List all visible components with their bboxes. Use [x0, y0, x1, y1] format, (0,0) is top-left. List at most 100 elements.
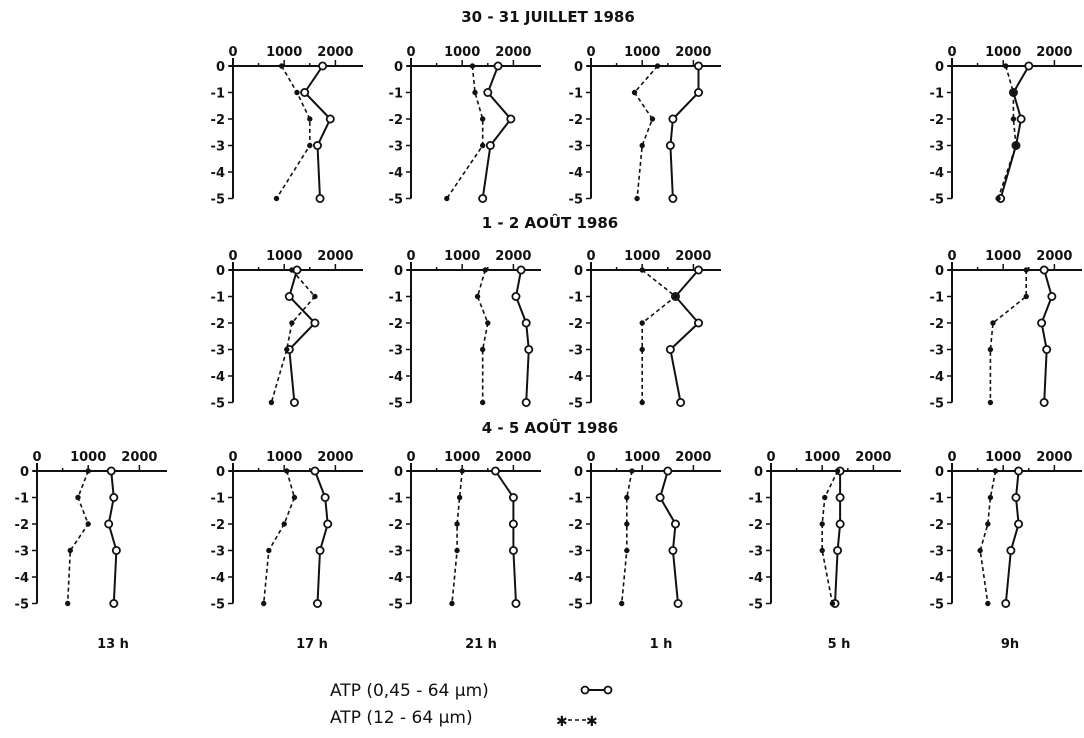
profile-panel: 0 1000 2000 0 -1 -2 -3 -4 -5	[211, 450, 363, 613]
depth-tick-label: -5	[930, 193, 944, 208]
point-large	[312, 293, 318, 300]
point-large	[479, 399, 486, 406]
series-line-total	[313, 470, 329, 604]
x-tick-label: 0	[406, 45, 415, 60]
x-tick-label: 0	[947, 450, 956, 465]
point-large	[281, 521, 287, 527]
point-total	[694, 61, 704, 71]
depth-tick-label: -2	[389, 317, 403, 332]
x-tick-label: 0	[406, 450, 415, 465]
profile-panel: 0 1000 2000 0 -1 -2 -3 -4 -5	[930, 45, 1082, 208]
point-total	[833, 546, 843, 556]
panel-grid: 0 1000 2000 0 -1 -2 -3 -4 -5 0 1000 2000 0 -1 -2 -3 -4 -5…	[15, 45, 1082, 613]
point-large	[829, 600, 836, 607]
point-large	[639, 399, 645, 406]
point-large	[639, 320, 645, 326]
depth-tick-label: -1	[569, 492, 583, 507]
depth-tick-label: 0	[394, 465, 403, 480]
series-line-total	[514, 269, 530, 403]
point-total	[315, 193, 325, 203]
series-line-total	[494, 470, 517, 604]
point-large	[619, 600, 625, 607]
point-large	[284, 346, 290, 353]
depth-tick-label: -2	[15, 518, 29, 533]
depth-tick-label: -1	[389, 87, 403, 102]
point-total	[1016, 114, 1026, 124]
depth-tick-label: 0	[935, 465, 944, 480]
x-tick-label: 2000	[1036, 45, 1072, 60]
point-total	[1039, 397, 1049, 407]
point-total	[1042, 344, 1052, 354]
profile-panel: 0 1000 2000 0 -1 -2 -3 -4 -5	[389, 450, 541, 613]
point-total	[668, 546, 678, 556]
x-tick-label: 2000	[121, 450, 157, 465]
point-large	[1010, 116, 1017, 122]
section-title-2: 1 - 2 AOÛT 1986	[482, 213, 619, 232]
depth-tick-label: -2	[211, 317, 225, 332]
x-tick-label: 0	[32, 450, 41, 465]
depth-tick-label: -3	[211, 545, 225, 560]
x-tick-label: 2000	[317, 249, 353, 264]
depth-tick-label: -3	[389, 545, 403, 560]
point-total	[670, 519, 680, 529]
x-tick-label: 1000	[266, 249, 302, 264]
point-large	[289, 320, 295, 326]
point-large	[1003, 63, 1009, 69]
point-large	[634, 195, 640, 202]
x-tick-label: 0	[406, 249, 415, 264]
svg-text:✱: ✱	[586, 714, 598, 730]
profile-panel: 0 1000 2000 0 -1 -2 -3 -4 -5	[211, 249, 363, 412]
point-total	[485, 140, 495, 150]
x-tick-label: 2000	[495, 249, 531, 264]
point-total	[310, 318, 320, 328]
depth-tick-label: -3	[930, 140, 944, 155]
depth-tick-label: -5	[211, 598, 225, 613]
x-tick-label: 1000	[266, 450, 302, 465]
point-total	[511, 599, 521, 609]
point-large	[469, 63, 476, 69]
point-total	[511, 291, 521, 301]
depth-tick-label: -5	[389, 598, 403, 613]
x-tick-label: 1000	[266, 45, 302, 60]
series-line-total	[834, 471, 842, 604]
point-total	[668, 114, 678, 124]
depth-tick-label: -4	[569, 571, 583, 586]
x-tick-label: 0	[766, 450, 775, 465]
point-total	[318, 61, 328, 71]
point-large	[307, 142, 313, 149]
point-large	[649, 116, 656, 122]
point-large	[485, 320, 491, 326]
point-large	[459, 468, 465, 474]
point-large	[995, 195, 1001, 202]
point-large	[639, 142, 645, 149]
point-large	[1023, 293, 1029, 300]
x-tick-label: 2000	[855, 450, 891, 465]
profile-panel: 0 1000 2000 0 -1 -2 -3 -4 -5	[930, 450, 1082, 613]
depth-tick-label: -2	[389, 518, 403, 533]
depth-tick-label: -2	[211, 113, 225, 128]
point-large	[479, 346, 486, 353]
depth-tick-label: -5	[569, 193, 583, 208]
legend-label-total: ATP (0,45 - 64 µm)	[330, 681, 489, 701]
point-total	[521, 397, 531, 407]
depth-tick-label: 0	[20, 465, 29, 480]
point-large	[985, 521, 991, 527]
point-large	[261, 600, 267, 607]
depth-tick-label: -1	[389, 492, 403, 507]
point-total	[516, 265, 526, 275]
point-total	[1037, 318, 1047, 328]
depth-tick-label: -3	[930, 344, 944, 359]
x-tick-label: 0	[228, 450, 237, 465]
point-large	[472, 89, 478, 96]
point-total	[315, 546, 325, 556]
x-tick-label: 2000	[495, 450, 531, 465]
point-large	[449, 600, 455, 607]
depth-tick-label: 0	[935, 60, 944, 75]
point-large	[1010, 89, 1017, 96]
point-total	[312, 599, 322, 609]
x-tick-label: 1000	[985, 450, 1021, 465]
time-label-5h: 5 h	[828, 637, 851, 652]
point-large	[291, 494, 298, 501]
point-large	[444, 195, 450, 202]
point-total	[508, 519, 518, 529]
